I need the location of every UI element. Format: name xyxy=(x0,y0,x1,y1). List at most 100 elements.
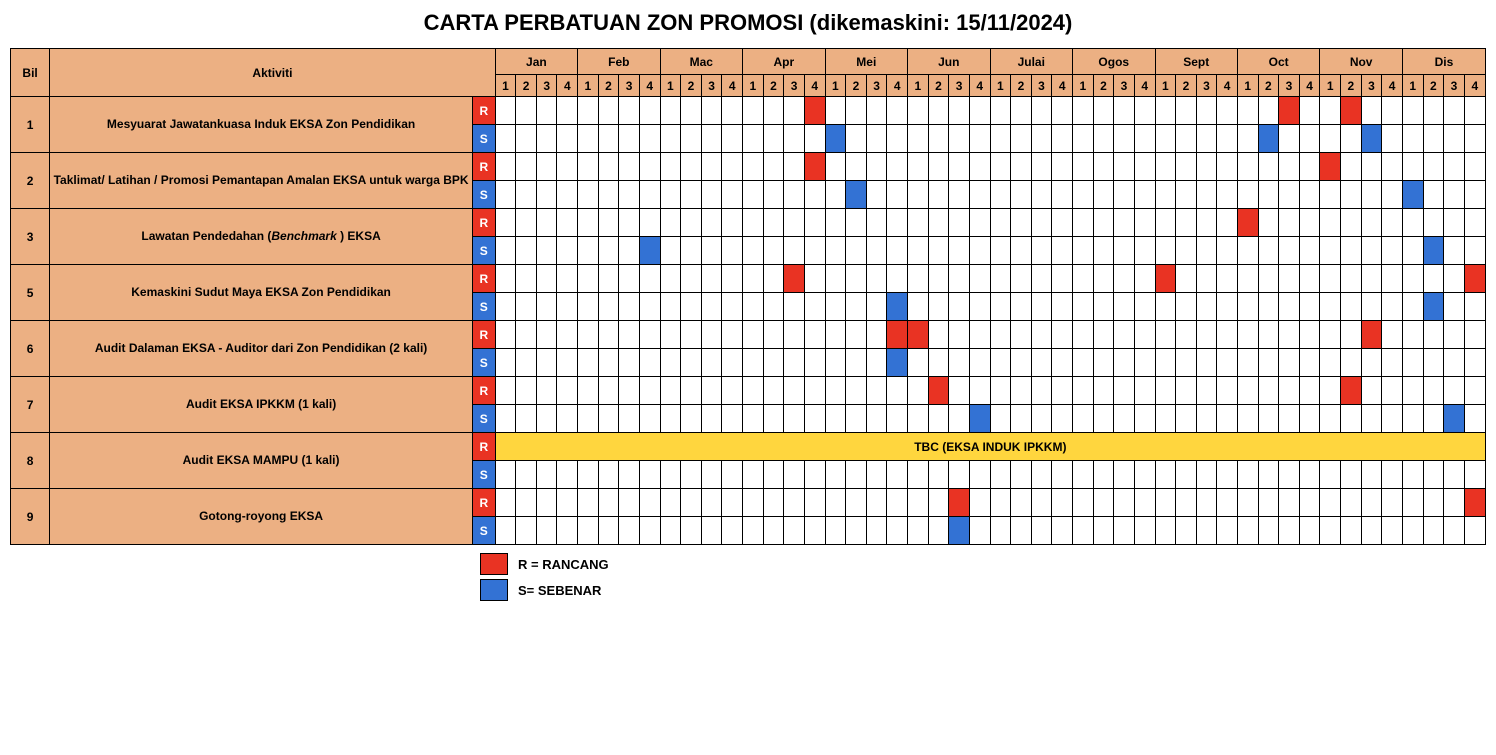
week-cell xyxy=(1341,209,1362,237)
week-cell xyxy=(1011,153,1032,181)
week-cell xyxy=(1073,265,1094,293)
week-cell xyxy=(1114,153,1135,181)
week-cell xyxy=(969,209,990,237)
week-cell xyxy=(639,181,660,209)
week-cell xyxy=(1382,181,1403,209)
week-cell xyxy=(1093,517,1114,545)
week-cell xyxy=(681,377,702,405)
header-week: 1 xyxy=(743,75,764,97)
week-cell xyxy=(1052,517,1073,545)
week-cell xyxy=(557,405,578,433)
week-cell xyxy=(1279,293,1300,321)
week-cell xyxy=(660,489,681,517)
week-cell xyxy=(1134,181,1155,209)
week-cell xyxy=(557,349,578,377)
week-cell xyxy=(887,125,908,153)
week-cell xyxy=(743,293,764,321)
week-cell xyxy=(1444,461,1465,489)
header-week: 1 xyxy=(578,75,599,97)
week-cell xyxy=(763,405,784,433)
week-cell xyxy=(969,321,990,349)
header-week: 3 xyxy=(1361,75,1382,97)
legend-text-r: R = RANCANG xyxy=(518,557,609,572)
bil-cell: 9 xyxy=(11,489,50,545)
week-cell xyxy=(1258,97,1279,125)
week-cell xyxy=(866,153,887,181)
activity-cell: Kemaskini Sudut Maya EKSA Zon Pendidikan xyxy=(50,265,473,321)
week-cell xyxy=(660,209,681,237)
week-cell xyxy=(1237,405,1258,433)
week-cell xyxy=(784,293,805,321)
week-cell xyxy=(1196,293,1217,321)
week-cell xyxy=(990,349,1011,377)
rs-label-r: R xyxy=(472,265,495,293)
week-cell xyxy=(660,265,681,293)
week-cell xyxy=(908,461,929,489)
week-cell xyxy=(1052,181,1073,209)
week-cell xyxy=(1423,181,1444,209)
week-cell xyxy=(578,377,599,405)
week-cell xyxy=(763,461,784,489)
week-cell xyxy=(1011,321,1032,349)
week-cell xyxy=(1299,405,1320,433)
week-cell xyxy=(1402,97,1423,125)
week-cell xyxy=(516,321,537,349)
week-cell xyxy=(536,377,557,405)
week-cell xyxy=(1011,349,1032,377)
week-cell xyxy=(701,517,722,545)
week-cell xyxy=(1258,181,1279,209)
week-cell xyxy=(1176,517,1197,545)
week-cell xyxy=(722,517,743,545)
week-cell xyxy=(969,349,990,377)
week-cell xyxy=(804,97,825,125)
week-cell xyxy=(908,125,929,153)
week-cell xyxy=(681,489,702,517)
week-cell xyxy=(557,489,578,517)
week-cell xyxy=(908,517,929,545)
activity-cell: Lawatan Pendedahan (Benchmark ) EKSA xyxy=(50,209,473,265)
week-cell xyxy=(681,153,702,181)
week-cell xyxy=(1093,181,1114,209)
week-cell xyxy=(1382,405,1403,433)
week-cell xyxy=(1114,97,1135,125)
week-cell xyxy=(928,405,949,433)
bil-cell: 6 xyxy=(11,321,50,377)
week-cell xyxy=(1114,405,1135,433)
week-cell xyxy=(1464,209,1485,237)
week-cell xyxy=(1444,321,1465,349)
week-cell xyxy=(1464,97,1485,125)
week-cell xyxy=(1093,125,1114,153)
week-cell xyxy=(1382,461,1403,489)
header-week: 3 xyxy=(1031,75,1052,97)
week-cell xyxy=(701,153,722,181)
week-cell xyxy=(804,293,825,321)
week-cell xyxy=(825,321,846,349)
week-cell xyxy=(1423,265,1444,293)
week-cell xyxy=(1155,237,1176,265)
week-cell xyxy=(990,209,1011,237)
week-cell xyxy=(1176,181,1197,209)
week-cell xyxy=(866,377,887,405)
week-cell xyxy=(557,321,578,349)
week-cell xyxy=(619,153,640,181)
week-cell xyxy=(639,405,660,433)
week-cell xyxy=(1031,97,1052,125)
week-cell xyxy=(1279,517,1300,545)
week-cell xyxy=(1382,237,1403,265)
week-cell xyxy=(1196,181,1217,209)
week-cell xyxy=(969,293,990,321)
week-cell xyxy=(1073,125,1094,153)
week-cell xyxy=(660,97,681,125)
header-month: Dis xyxy=(1402,49,1485,75)
week-cell xyxy=(1217,97,1238,125)
week-cell xyxy=(1114,517,1135,545)
week-cell xyxy=(536,237,557,265)
week-cell xyxy=(1176,377,1197,405)
week-cell xyxy=(1134,321,1155,349)
week-cell xyxy=(1237,265,1258,293)
week-cell xyxy=(1011,181,1032,209)
week-cell xyxy=(578,517,599,545)
week-cell xyxy=(1155,405,1176,433)
week-cell xyxy=(1176,405,1197,433)
week-cell xyxy=(1031,181,1052,209)
